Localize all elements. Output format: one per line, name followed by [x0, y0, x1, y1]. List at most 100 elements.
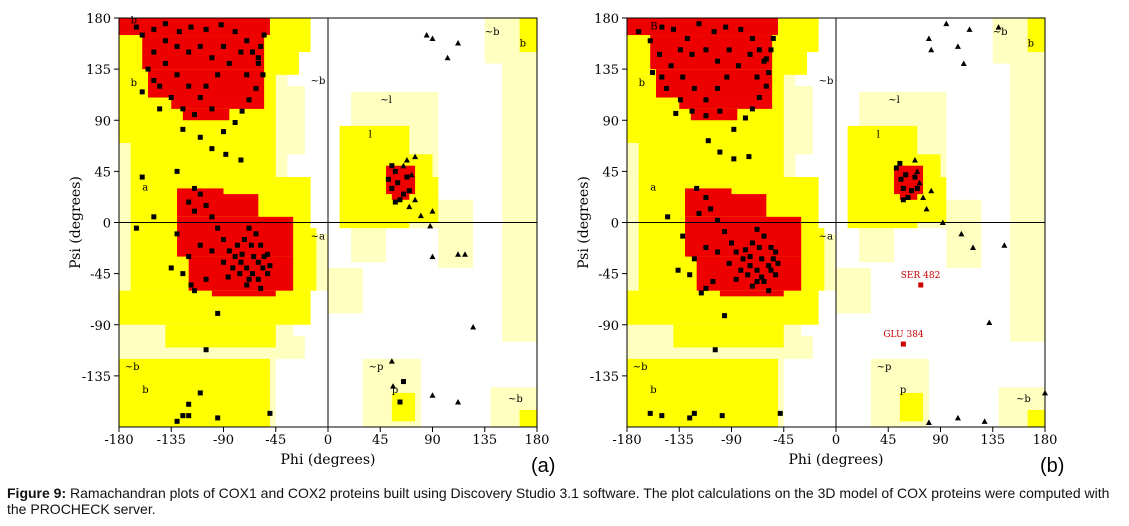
residue-point — [221, 129, 226, 135]
x-tick-label: -90 — [721, 433, 742, 448]
region-block — [656, 69, 773, 98]
residue-point — [742, 115, 748, 121]
residue-point — [710, 279, 716, 285]
residue-point — [246, 225, 252, 231]
glycine-point — [928, 187, 935, 194]
residue-point — [239, 108, 245, 114]
residue-point — [659, 74, 665, 80]
residue-point — [738, 26, 744, 32]
residue-point — [226, 248, 232, 254]
region-label: ~a — [311, 232, 325, 243]
residue-point — [180, 106, 186, 112]
residue-point — [221, 237, 226, 243]
glycine-point — [958, 230, 965, 237]
outlier-label: SER 482 — [901, 271, 941, 281]
residue-point — [215, 225, 221, 231]
residue-point — [705, 138, 711, 144]
y-tick-label: 135 — [86, 63, 111, 78]
residue-point — [241, 237, 247, 243]
residue-point — [754, 267, 760, 273]
residue-point — [392, 168, 398, 174]
glycine-point — [954, 414, 961, 421]
glycine-point — [429, 208, 436, 214]
outlier-point — [918, 282, 924, 288]
region-label: ~b — [485, 27, 500, 38]
region-block — [1027, 409, 1045, 427]
residue-point — [726, 47, 732, 53]
residue-point — [647, 38, 653, 44]
region-label: B — [650, 21, 657, 32]
residue-point — [647, 410, 653, 416]
residue-point — [740, 256, 746, 262]
residue-point — [659, 24, 665, 30]
region-block — [679, 97, 773, 109]
x-tick-label: 180 — [525, 433, 550, 448]
residue-point — [694, 185, 700, 191]
residue-point — [186, 413, 192, 419]
region-block — [119, 290, 311, 325]
residue-point — [248, 242, 254, 248]
residue-point — [768, 244, 774, 250]
region-block — [182, 108, 230, 121]
residue-point — [680, 74, 686, 80]
x-tick-label: -45 — [265, 433, 286, 448]
region-block — [859, 228, 895, 263]
y-tick-label: 0 — [611, 217, 619, 232]
region-label: a — [650, 183, 656, 194]
residue-point — [684, 35, 690, 41]
residue-point — [397, 399, 403, 405]
residue-point — [168, 265, 174, 271]
region-block — [328, 267, 363, 314]
glycine-point — [1042, 389, 1048, 396]
residue-point — [223, 151, 229, 157]
residue-point — [258, 43, 264, 49]
x-tick-label: -135 — [665, 433, 694, 448]
region-block — [638, 142, 784, 178]
glycine-point — [925, 419, 932, 425]
glycine-point — [444, 54, 451, 61]
residue-point — [400, 191, 406, 197]
region-block — [899, 188, 918, 200]
x-tick-label: 45 — [880, 433, 897, 448]
glycine-point — [470, 324, 477, 330]
residue-point — [754, 226, 760, 232]
residue-point — [898, 176, 904, 182]
residue-point — [650, 70, 656, 76]
residue-point — [139, 89, 145, 95]
glycine-point — [429, 253, 436, 260]
y-tick-label: -45 — [598, 268, 619, 283]
residue-point — [186, 401, 192, 407]
square-residue-series — [133, 21, 412, 424]
residue-point — [157, 106, 163, 112]
residue-point — [244, 282, 250, 288]
residue-point — [174, 72, 180, 78]
region-block — [351, 228, 387, 263]
residue-point — [203, 83, 209, 89]
residue-point — [186, 83, 192, 89]
glycine-point — [914, 168, 921, 174]
region-block — [177, 216, 294, 257]
glycine-point — [939, 219, 946, 225]
glycine-point — [403, 157, 410, 163]
residue-point — [246, 97, 252, 103]
residue-point — [900, 185, 906, 191]
y-tick-label: 180 — [594, 12, 619, 27]
residue-point — [900, 197, 906, 203]
glycine-point — [417, 212, 424, 219]
residue-point — [157, 83, 163, 89]
region-block — [1010, 63, 1045, 342]
residue-point — [395, 180, 401, 186]
x-tick-label: 45 — [372, 433, 389, 448]
residue-point — [680, 233, 686, 239]
residue-point — [722, 229, 728, 235]
region-block — [685, 188, 732, 217]
residue-point — [188, 24, 194, 30]
residue-point — [905, 195, 911, 201]
residue-point — [675, 267, 681, 273]
x-tick-label: -90 — [213, 433, 234, 448]
residue-point — [253, 85, 259, 91]
region-label: p — [900, 385, 906, 396]
region-label: ~l — [888, 95, 900, 106]
residue-point — [715, 217, 721, 223]
